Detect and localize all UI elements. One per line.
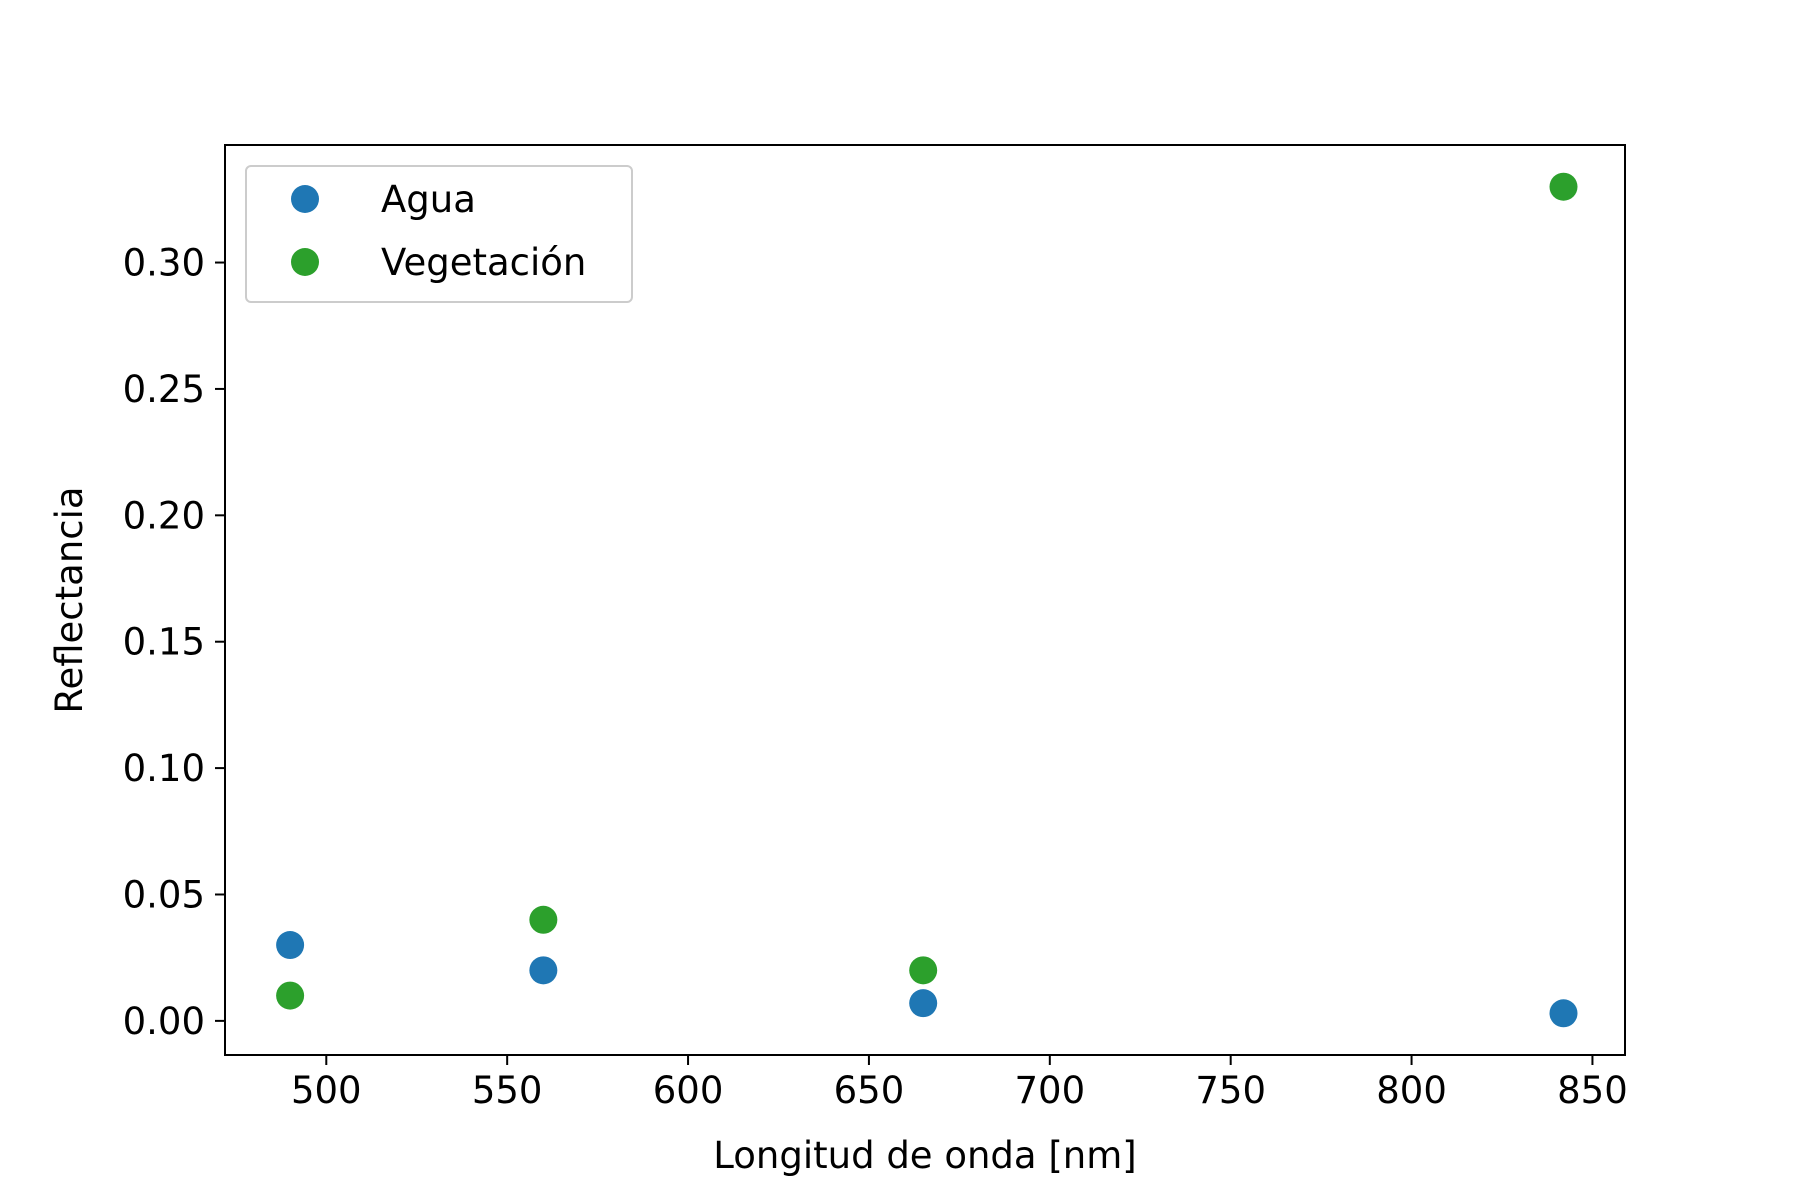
y-tick-label: 0.10 [123, 747, 205, 790]
x-tick-label: 650 [834, 1069, 905, 1112]
x-tick-label: 850 [1557, 1069, 1628, 1112]
legend-marker [291, 185, 319, 213]
y-tick-label: 0.00 [123, 1000, 205, 1043]
data-point-agua [909, 989, 938, 1018]
y-tick-label: 0.15 [123, 621, 205, 664]
data-point-vegetación [1549, 172, 1578, 201]
y-tick-label: 0.05 [123, 873, 205, 916]
data-point-vegetación [909, 956, 938, 985]
data-point-agua [529, 956, 558, 985]
y-axis-label: Reflectancia [48, 486, 91, 713]
x-tick-label: 550 [472, 1069, 543, 1112]
y-tick-label: 0.20 [123, 494, 205, 537]
x-axis-ticks: 500 550 600 650 700 750 800 850 [291, 1055, 1628, 1112]
x-axis-label: Longitud de onda [nm] [713, 1134, 1136, 1177]
data-point-vegetación [529, 905, 558, 934]
y-axis-ticks: 0.00 0.05 0.10 0.15 0.20 0.25 0.30 [123, 242, 225, 1043]
y-tick-label: 0.25 [123, 368, 205, 411]
data-point-agua [276, 931, 305, 960]
x-tick-label: 750 [1195, 1069, 1266, 1112]
legend-label: Agua [381, 178, 476, 221]
x-tick-label: 800 [1376, 1069, 1447, 1112]
legend-box [245, 165, 633, 303]
legend-marker [291, 248, 319, 276]
x-tick-label: 700 [1014, 1069, 1085, 1112]
legend: Agua Vegetación [245, 165, 633, 303]
data-point-vegetación [276, 981, 305, 1010]
plot-frame [224, 144, 1626, 1056]
x-tick-label: 600 [653, 1069, 724, 1112]
data-points [276, 172, 1578, 1028]
x-tick-label: 500 [291, 1069, 362, 1112]
legend-label: Vegetación [381, 241, 586, 284]
y-tick-label: 0.30 [123, 242, 205, 285]
data-point-agua [1549, 999, 1578, 1028]
